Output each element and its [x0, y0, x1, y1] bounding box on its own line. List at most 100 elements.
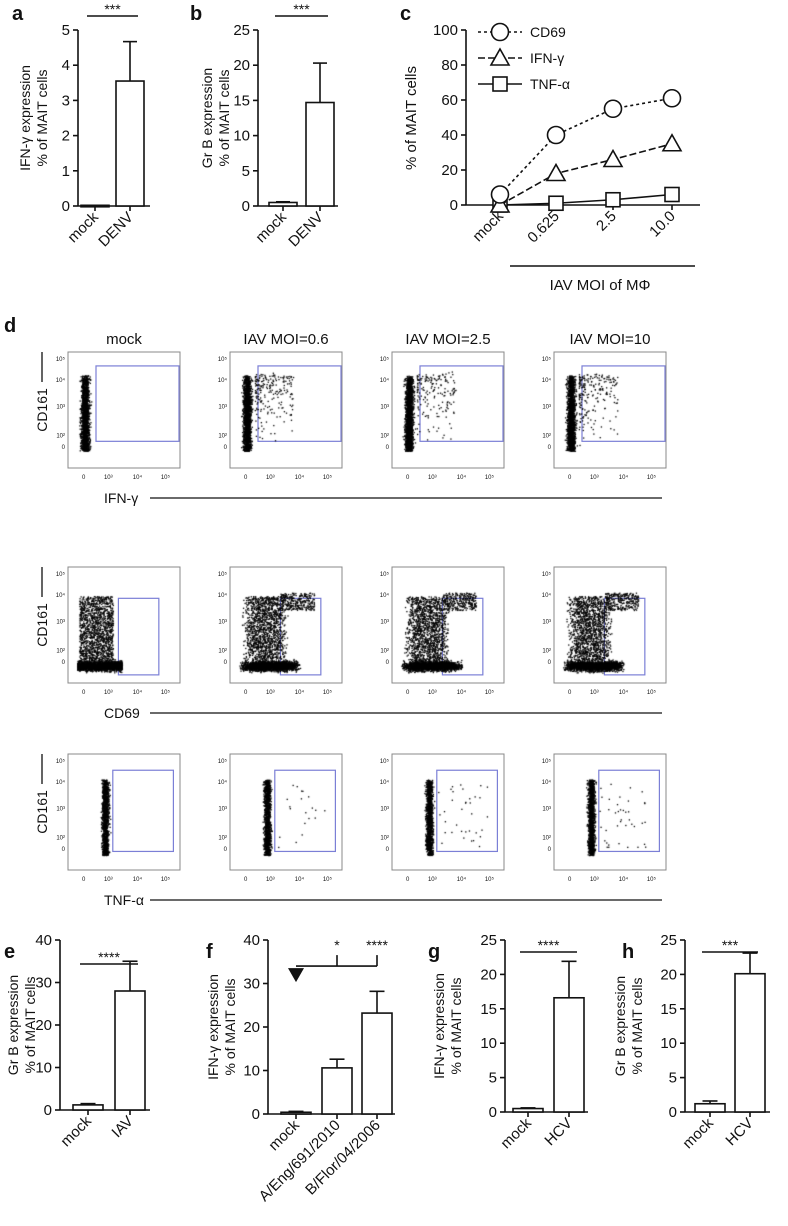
y-axis-label: % of MAIT cells: [222, 979, 238, 1076]
x-tick-label: 10⁴: [457, 876, 467, 883]
x-tick-label: 10⁵: [485, 876, 495, 883]
x-tick-label: mock: [679, 1114, 717, 1152]
legend-label: CD69: [530, 24, 566, 40]
y-tick-label: 10⁵: [56, 356, 66, 363]
panel-f-bar-chart: 0 10 20 30 40 IFN-γ expression% of MAIT cells…: [205, 932, 395, 1205]
y-tick-label: 10⁴: [218, 377, 228, 384]
x-tick-label: 10³: [104, 690, 113, 696]
x-tick-label: 0: [568, 475, 572, 481]
x-axis-label: TNF-α: [104, 892, 144, 908]
x-tick-label: 10.0: [646, 208, 679, 241]
x-tick-label: 0: [568, 690, 572, 696]
y-tick-label: 10⁴: [542, 592, 552, 599]
y-tick-label: 10²: [56, 434, 65, 440]
x-tick-label: 0: [406, 690, 410, 696]
y-tick-label: 0: [62, 445, 66, 451]
y-tick-label: 20: [243, 1019, 260, 1036]
panel-letter-b: b: [190, 3, 202, 25]
x-tick-label: mock: [252, 208, 290, 246]
y-tick-label: 10: [243, 1063, 260, 1080]
x-tick-label: 10³: [428, 475, 437, 481]
x-tick-label: 10⁵: [647, 689, 657, 696]
flow-dot-plot: [68, 352, 180, 468]
x-tick-label: mock: [57, 1112, 95, 1150]
y-axis-label: CD161: [34, 388, 50, 432]
y-tick-label: 10⁴: [542, 377, 552, 384]
x-tick-label: mock: [497, 1114, 535, 1152]
x-tick-label: 10⁴: [133, 876, 143, 883]
x-tick-label: 10³: [590, 475, 599, 481]
bar-iav: [114, 990, 146, 1111]
x-tick-label: mock: [469, 207, 507, 245]
x-tick-label: 10³: [266, 475, 275, 481]
significance-stars: ***: [722, 937, 739, 953]
panel-letter-e: e: [4, 941, 15, 963]
y-tick-label: 10²: [218, 649, 227, 655]
y-tick-label: 10²: [380, 434, 389, 440]
flow-dot-plot: [392, 567, 504, 683]
y-tick-label: 30: [35, 975, 52, 992]
y-tick-label: 10⁴: [56, 592, 66, 599]
y-axis-label: % of MAIT cells: [448, 978, 464, 1075]
y-tick-label: 10²: [542, 434, 551, 440]
panel-letter-h: h: [622, 941, 634, 963]
y-tick-label: 3: [62, 92, 70, 109]
y-tick-label: 40: [441, 127, 458, 144]
y-tick-label: 10³: [380, 405, 389, 411]
y-axis-label: Gr B expression: [199, 68, 215, 168]
bar-hcv: [553, 996, 585, 1113]
y-tick-label: 10²: [218, 434, 227, 440]
legend-item: IFN-γ: [478, 47, 564, 66]
y-tick-label: 10³: [56, 620, 65, 626]
y-tick-label: 5: [62, 22, 70, 39]
y-tick-label: 25: [660, 932, 677, 949]
y-tick-label: 10: [233, 128, 250, 145]
y-tick-label: 0: [386, 660, 390, 666]
y-tick-label: 0: [548, 660, 552, 666]
flow-dot-plot: [392, 352, 504, 468]
x-tick-label: 10⁵: [647, 876, 657, 883]
x-tick-label: 0: [244, 877, 248, 883]
y-tick-label: 0: [62, 660, 66, 666]
series-tnf-: [492, 186, 680, 213]
x-tick-label: 0: [568, 877, 572, 883]
panel-c-line-chart: 0 20 40 60 80 100 % of MAIT cells mock 0.625 2.5 1…: [403, 22, 700, 294]
x-tick-label: 10⁵: [161, 474, 171, 481]
data-point-circle: [603, 99, 623, 119]
bar-a-eng-691-2010: [321, 1067, 353, 1115]
panel-e-bar-chart: 0 10 20 30 40 Gr B expression% of MAIT cells m…: [5, 932, 150, 1150]
bar-b-flor-04-2006: [361, 1012, 393, 1115]
legend-item: TNF-α: [478, 76, 570, 92]
flow-dot-plot: [554, 754, 666, 870]
flow-dot-plot: [392, 754, 504, 870]
flow-dot-plot: [554, 567, 666, 683]
y-tick-label: 100: [433, 22, 458, 39]
y-tick-label: 0: [386, 445, 390, 451]
x-tick-label: 0: [82, 690, 86, 696]
y-tick-label: 15: [660, 1001, 677, 1018]
bar-mock: [694, 1102, 726, 1113]
y-tick-label: 10³: [380, 807, 389, 813]
x-tick-label: 0: [82, 475, 86, 481]
y-tick-label: 20: [660, 966, 677, 983]
y-tick-label: 10²: [380, 649, 389, 655]
x-tick-label: 0.625: [524, 208, 563, 247]
x-tick-label: 10⁴: [619, 876, 629, 883]
y-tick-label: 10⁵: [542, 571, 552, 578]
x-tick-label: 10³: [266, 690, 275, 696]
y-tick-label: 25: [480, 932, 497, 949]
column-title: IAV MOI=0.6: [243, 331, 328, 348]
y-tick-label: 10⁴: [542, 779, 552, 786]
y-tick-label: 10⁴: [56, 377, 66, 384]
y-tick-label: 10²: [218, 836, 227, 842]
x-tick-label: 10⁴: [457, 474, 467, 481]
y-tick-label: 0: [548, 847, 552, 853]
y-tick-label: 0: [224, 445, 228, 451]
y-tick-label: 40: [35, 932, 52, 949]
y-tick-label: 0: [252, 1106, 260, 1123]
flow-dot-plot: [68, 754, 180, 870]
x-tick-label: 10³: [428, 690, 437, 696]
bar-denv: [115, 80, 145, 207]
y-tick-label: 2: [62, 128, 70, 145]
